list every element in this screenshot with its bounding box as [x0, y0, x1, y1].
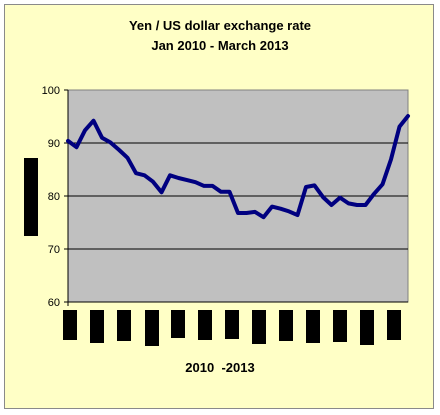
decor-bottom-bar — [225, 310, 239, 339]
decor-bottom-bar — [333, 310, 347, 342]
decor-bottom-bar — [279, 310, 293, 341]
decorative-bars — [24, 158, 401, 346]
chart-title: Yen / US dollar exchange rate — [128, 18, 312, 33]
decor-bottom-bar — [252, 310, 266, 344]
gridlines — [68, 142, 408, 250]
decor-left-bar — [24, 158, 38, 236]
series-line — [66, 114, 410, 220]
chart-subtitle: Jan 2010 - March 2013 — [151, 38, 289, 53]
decor-bottom-bar — [117, 310, 131, 341]
y-tick-label: 60 — [48, 297, 60, 309]
decor-bottom-bar — [198, 310, 212, 340]
y-tick-label: 100 — [42, 85, 60, 97]
decor-bottom-bar — [387, 310, 401, 340]
decor-bottom-bar — [63, 310, 77, 340]
y-tick-labels: 60 70 80 90 100 — [42, 85, 60, 309]
x-axis-label: 2010 -2013 — [185, 360, 255, 375]
series-layer — [66, 114, 410, 220]
decor-bottom-bar — [306, 310, 320, 343]
decor-bottom-bar — [90, 310, 104, 343]
decor-bottom-bar — [360, 310, 374, 345]
y-tick-label: 80 — [48, 191, 60, 203]
y-tick-label: 90 — [48, 138, 60, 150]
y-tick-label: 70 — [48, 244, 60, 256]
decor-bottom-bar — [145, 310, 159, 346]
decor-bottom-bar — [171, 310, 185, 338]
axes — [64, 89, 408, 306]
